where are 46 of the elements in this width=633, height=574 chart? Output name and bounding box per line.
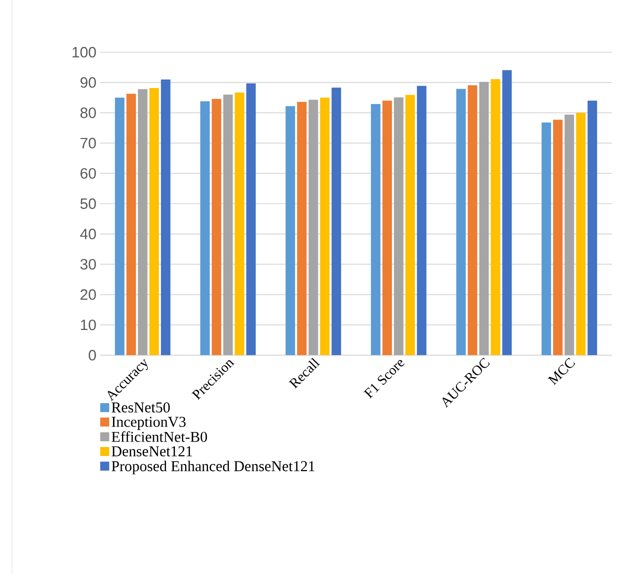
bar xyxy=(308,100,318,355)
y-tick-label: 60 xyxy=(80,168,96,179)
legend-label: Proposed Enhanced DenseNet121 xyxy=(112,460,314,474)
y-tick-label: 90 xyxy=(80,76,96,88)
bar xyxy=(286,106,296,355)
bar xyxy=(542,122,552,355)
bar xyxy=(553,120,563,355)
bar xyxy=(576,112,586,355)
bar xyxy=(479,82,489,355)
bar xyxy=(370,104,380,355)
bar xyxy=(588,100,598,355)
bar xyxy=(332,87,342,355)
y-tick-label: 100 xyxy=(72,46,96,58)
y-tick-label: 10 xyxy=(80,319,96,330)
y-tick-label: 50 xyxy=(80,198,96,209)
bar xyxy=(234,92,244,355)
bar xyxy=(126,94,136,355)
y-tick-label: 0 xyxy=(88,350,96,360)
y-tick-label: 70 xyxy=(80,138,96,148)
bar xyxy=(394,97,404,355)
y-tick-label: 20 xyxy=(80,289,96,300)
bar xyxy=(246,83,256,355)
legend-label: DenseNet121 xyxy=(112,446,192,456)
bar xyxy=(223,94,233,355)
bar xyxy=(160,79,170,355)
y-tick-label: 40 xyxy=(80,228,96,240)
bar xyxy=(468,85,478,355)
bar xyxy=(502,70,512,355)
bar xyxy=(297,102,307,355)
bar xyxy=(490,78,500,355)
bar xyxy=(200,101,210,355)
bar xyxy=(138,88,148,355)
legend-label: EfficientNet-B0 xyxy=(112,431,207,442)
bar xyxy=(405,94,415,355)
y-tick-label: 30 xyxy=(80,258,96,270)
legend-label: ResNet50 xyxy=(112,402,170,412)
bar xyxy=(456,88,466,355)
bar xyxy=(382,100,392,355)
bar xyxy=(212,98,222,355)
legend-label: InceptionV3 xyxy=(112,416,186,430)
bar xyxy=(320,97,330,355)
bar xyxy=(114,97,124,355)
bar xyxy=(149,88,159,355)
bar xyxy=(564,114,574,355)
y-tick-label: 80 xyxy=(80,107,96,118)
bar xyxy=(416,86,426,355)
